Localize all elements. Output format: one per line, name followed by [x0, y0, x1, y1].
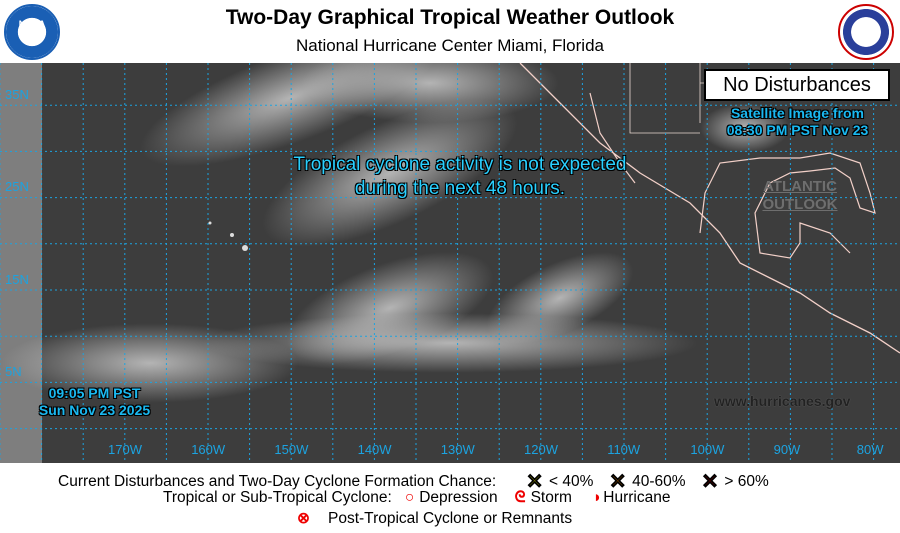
- longitude-label: 110W: [607, 442, 641, 457]
- atlantic-outlook-link[interactable]: ATLANTIC OUTLOOK: [762, 178, 838, 213]
- post-tropical-icon: ⊗: [297, 510, 310, 527]
- longitude-label: 140W: [357, 442, 392, 457]
- storm-icon: ᘓ: [514, 489, 526, 506]
- website-label: www.hurricanes.gov: [714, 393, 851, 409]
- nws-logo: [838, 4, 894, 60]
- high-chance-x-icon: ✕: [701, 471, 719, 494]
- longitude-label: 120W: [524, 442, 558, 457]
- satellite-map: No Disturbances Satellite Image from 08:…: [0, 63, 900, 463]
- issue-time: 09:05 PM PST Sun Nov 23 2025: [38, 385, 151, 418]
- longitude-label: 150W: [274, 442, 309, 457]
- noaa-logo: NOAA: [4, 4, 60, 60]
- header: NOAA Two-Day Graphical Tropical Weather …: [0, 0, 900, 63]
- page-title: Two-Day Graphical Tropical Weather Outlo…: [225, 6, 675, 29]
- depression-icon: ○: [404, 489, 415, 506]
- page-subtitle: National Hurricane Center Miami, Florida: [295, 36, 604, 55]
- cloud: [700, 103, 790, 153]
- legend: Current Disturbances and Two-Day Cyclone…: [58, 471, 769, 528]
- medium-chance-x-icon: ✕: [609, 471, 627, 494]
- lat-lon-grid: [0, 63, 900, 463]
- latitude-label: 25N: [5, 179, 29, 195]
- longitude-label: 90W: [773, 442, 801, 457]
- coastlines: [208, 63, 900, 354]
- longitude-label: 100W: [690, 442, 725, 457]
- longitude-label: 170W: [108, 442, 142, 457]
- low-chance-x-icon: ✕: [526, 471, 544, 494]
- hurricane-icon: ◗: [592, 489, 603, 506]
- cloud: [200, 313, 700, 373]
- latitude-label: 5N: [5, 364, 22, 380]
- longitude-label: 130W: [440, 442, 475, 457]
- latitude-label: 15N: [5, 271, 29, 287]
- outlook-message: Tropical cyclone activity is not expecte…: [293, 154, 627, 199]
- satellite-time: Satellite Image from 08:30 PM PST Nov 23: [726, 105, 869, 138]
- map-edge-strip: [0, 63, 42, 463]
- latitude-label: 35N: [5, 87, 29, 102]
- longitude-label: 80W: [856, 442, 884, 457]
- longitude-label: 160W: [191, 442, 226, 457]
- status-box: No Disturbances: [704, 69, 890, 101]
